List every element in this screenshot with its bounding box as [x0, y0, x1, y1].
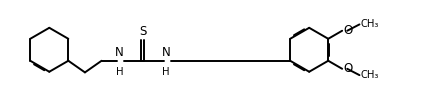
- Text: N: N: [115, 46, 124, 59]
- Text: H: H: [162, 67, 170, 77]
- Text: O: O: [343, 62, 352, 75]
- Text: H: H: [116, 67, 123, 77]
- Text: CH₃: CH₃: [360, 19, 379, 29]
- Text: N: N: [162, 46, 170, 59]
- Text: CH₃: CH₃: [360, 70, 379, 80]
- Text: O: O: [343, 24, 352, 37]
- Text: S: S: [139, 25, 146, 38]
